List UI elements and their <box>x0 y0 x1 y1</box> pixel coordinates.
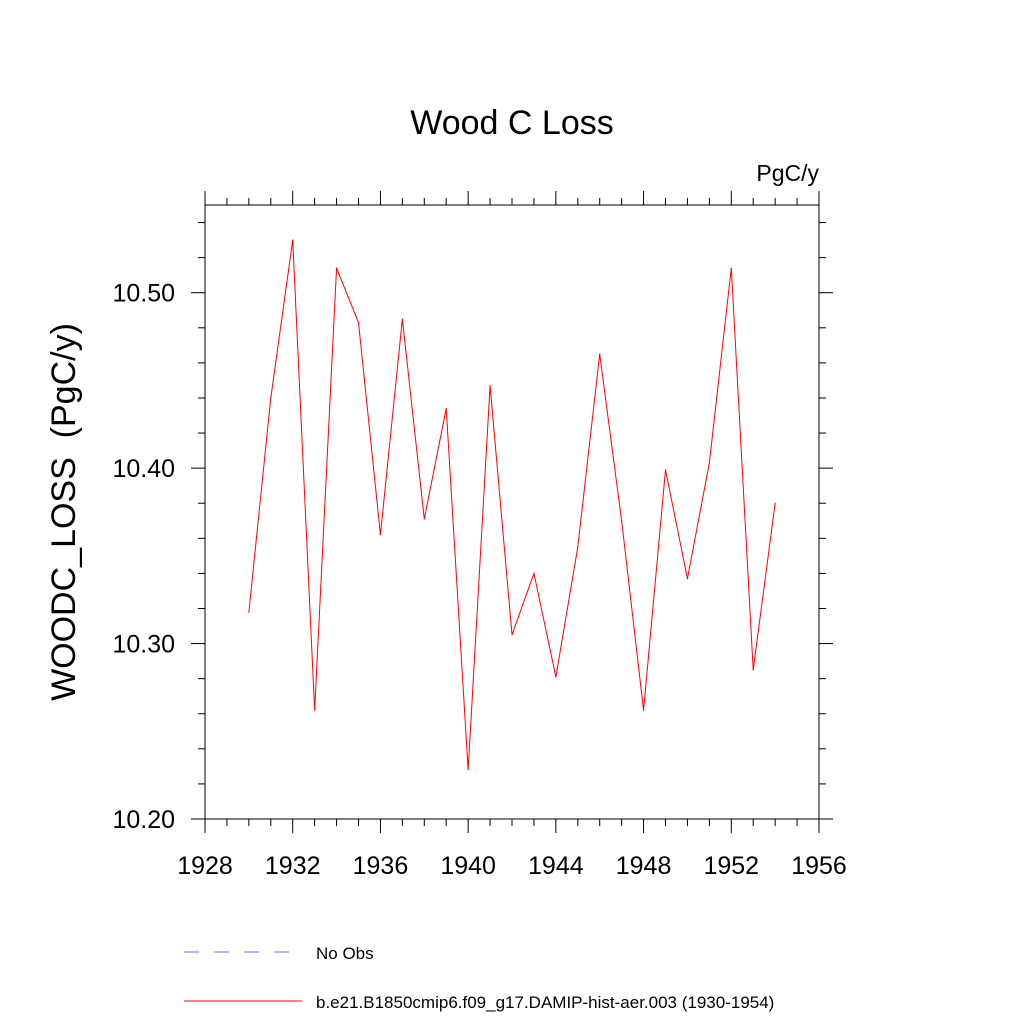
data-point <box>292 239 294 241</box>
data-point <box>511 634 513 636</box>
data-point <box>642 709 645 711</box>
x-tick-label: 1940 <box>440 852 496 880</box>
data-point <box>423 518 425 520</box>
axis-ticks <box>191 191 833 833</box>
legend-label: b.e21.B1850cmip6.f09_g17.DAMIP-hist-aer.… <box>316 993 774 1012</box>
legend: No Obs b.e21.B1850cmip6.f09_g17.DAMIP-his… <box>184 944 774 1012</box>
data-point <box>379 534 382 536</box>
data-point <box>533 572 535 575</box>
data-point <box>489 385 491 387</box>
units-label: PgC/y <box>756 160 819 186</box>
data-point <box>555 676 557 678</box>
data-point <box>774 502 776 504</box>
x-tick-label: 1928 <box>177 852 233 880</box>
x-tick-label: 1936 <box>353 852 409 880</box>
data-point <box>401 318 403 320</box>
data-point <box>467 769 469 771</box>
data-point <box>314 709 316 711</box>
data-point <box>270 397 272 399</box>
series-layer <box>248 239 776 771</box>
data-point <box>248 611 250 613</box>
chart-title: Wood C Loss <box>410 104 613 142</box>
data-point <box>730 267 732 269</box>
x-tick-label: 1932 <box>265 852 321 880</box>
y-tick-label: 10.20 <box>112 806 175 834</box>
x-tick-label: 1944 <box>528 852 584 880</box>
plot-frame <box>204 204 820 820</box>
y-tick-label: 10.30 <box>112 631 175 659</box>
x-tick-label: 1952 <box>703 852 759 880</box>
x-tick-label: 1948 <box>616 852 672 880</box>
data-point <box>577 546 579 548</box>
axis-tick-labels: 1928 1932 1936 1940 1944 1948 1952 1956 10.20 10.… <box>112 280 846 880</box>
y-tick-label: 10.50 <box>112 280 175 308</box>
data-point <box>708 462 710 464</box>
x-tick-label: 1956 <box>791 852 847 880</box>
y-axis-label: WOODC_LOSS (PgC/y) <box>45 323 83 701</box>
data-point <box>752 669 754 671</box>
data-point <box>664 469 667 471</box>
legend-label: No Obs <box>316 944 374 963</box>
data-point <box>599 353 601 355</box>
data-point <box>686 578 689 580</box>
series-line <box>248 240 776 770</box>
data-point <box>445 407 447 410</box>
data-point <box>621 520 623 522</box>
data-point <box>357 321 360 324</box>
y-tick-label: 10.40 <box>112 455 175 483</box>
data-point <box>335 267 338 269</box>
